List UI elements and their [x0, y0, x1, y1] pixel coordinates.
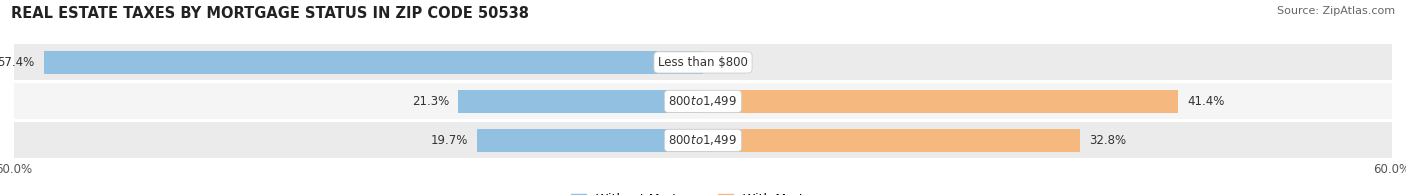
Text: $800 to $1,499: $800 to $1,499 — [668, 133, 738, 147]
Bar — [703, 90, 1178, 113]
Text: 19.7%: 19.7% — [430, 134, 468, 147]
Text: $800 to $1,499: $800 to $1,499 — [668, 94, 738, 108]
Bar — [477, 129, 703, 152]
Legend: Without Mortgage, With Mortgage: Without Mortgage, With Mortgage — [571, 193, 835, 195]
Text: 32.8%: 32.8% — [1088, 134, 1126, 147]
Text: 57.4%: 57.4% — [0, 56, 35, 69]
Text: 41.4%: 41.4% — [1188, 95, 1225, 108]
Bar — [703, 129, 1080, 152]
Text: REAL ESTATE TAXES BY MORTGAGE STATUS IN ZIP CODE 50538: REAL ESTATE TAXES BY MORTGAGE STATUS IN … — [11, 6, 529, 21]
Bar — [14, 44, 1392, 80]
Text: Less than $800: Less than $800 — [658, 56, 748, 69]
Text: 0.0%: 0.0% — [713, 56, 742, 69]
Bar — [44, 51, 703, 74]
Bar — [14, 83, 1392, 119]
Bar — [14, 122, 1392, 158]
Text: Source: ZipAtlas.com: Source: ZipAtlas.com — [1277, 6, 1395, 16]
Bar — [458, 90, 703, 113]
Text: 21.3%: 21.3% — [412, 95, 450, 108]
